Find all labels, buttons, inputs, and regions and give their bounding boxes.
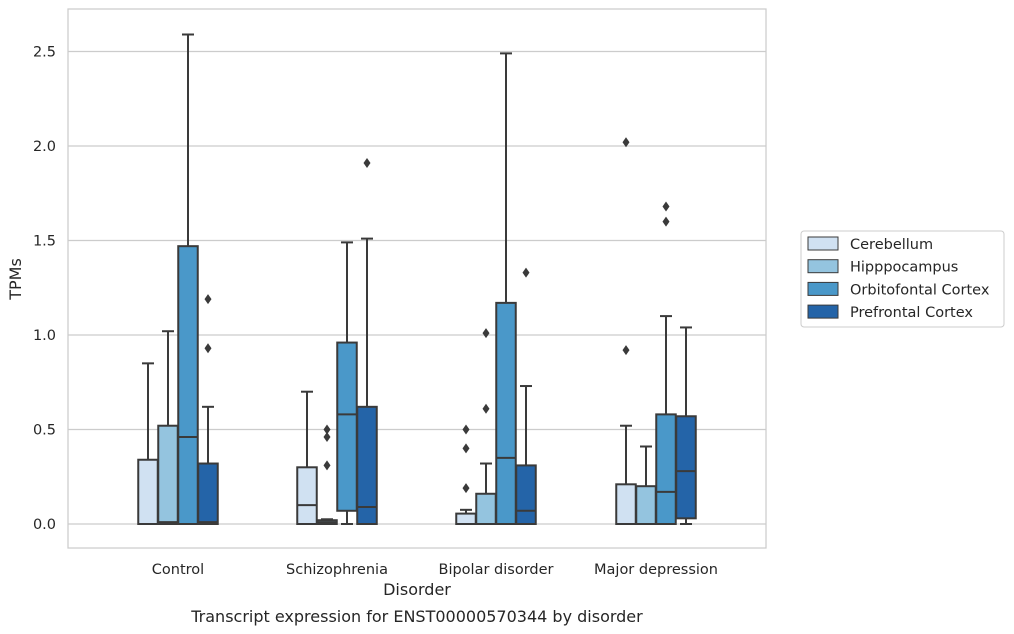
y-tick-label: 0.0 [33,517,56,533]
outlier-point [204,343,212,354]
box [137,458,159,525]
outlier-point [462,424,470,435]
y-axis-ticks: 0.0 0.5 1.0 1.5 2.0 2.5 [33,45,56,534]
outlier-point [323,460,331,471]
y-tick-label: 1.5 [33,234,56,250]
box [635,485,657,526]
box-group [495,52,517,525]
box-group [455,424,477,525]
x-tick-label: Control [152,562,204,578]
box [475,492,497,526]
box [675,415,697,520]
outlier-point [482,403,490,414]
outlier-point [522,267,530,278]
box [177,245,199,525]
box-group [316,424,338,525]
box-group [296,390,318,525]
outlier-point [662,216,670,227]
box [336,341,358,512]
series-cerebellum [137,137,637,525]
outlier-point [323,432,331,443]
box-group [197,294,219,525]
box [615,483,637,525]
box-group [356,158,378,526]
legend-swatch [807,236,839,251]
box-group [675,326,697,525]
legend-frame [800,230,1005,328]
legend-item: Hipppocampus [807,259,958,276]
legend-item: Orbitofontal Cortex [807,281,990,298]
outlier-point [204,294,212,305]
legend-swatch [807,281,839,296]
legend-label: Orbitofontal Cortex [850,282,990,298]
box-group [177,33,199,525]
series-prefrontal-cortex [197,158,697,526]
legend-item: Cerebellum [807,236,933,253]
box [455,512,477,525]
box-series [137,33,697,526]
x-axis-ticks: Control Schizophrenia Bipolar disorder Majo… [152,562,718,578]
x-tick-label: Bipolar disorder [439,562,554,578]
legend-label: Prefrontal Cortex [850,305,973,321]
box-group [157,330,179,525]
box [655,413,677,526]
series-hipppocampus [157,328,657,526]
legend-item: Prefrontal Cortex [807,304,973,321]
x-axis-label: Disorder [383,580,451,599]
box [515,464,537,526]
legend-items: Cerebellum Hipppocampus Orbitofontal Corte… [807,236,990,321]
chart-caption: Transcript expression for ENST0000057034… [190,607,643,626]
legend-label: Hipppocampus [850,260,958,276]
outlier-point [622,345,630,356]
outlier-point [323,424,331,435]
outlier-point [482,328,490,339]
y-tick-label: 0.5 [33,423,56,439]
y-axis-label: TPMs [6,258,25,301]
box [157,424,179,525]
box-group [635,445,657,526]
outlier-point [622,137,630,148]
x-tick-label: Schizophrenia [286,562,388,578]
box [356,405,378,526]
outlier-point [662,201,670,212]
box-group [336,241,358,525]
legend: Cerebellum Hipppocampus Orbitofontal Corte… [800,230,1005,328]
legend-swatch [807,259,839,274]
y-tick-label: 2.5 [33,45,56,61]
legend-swatch [807,304,839,319]
y-tick-label: 1.0 [33,328,56,344]
legend-label: Cerebellum [850,237,933,253]
series-orbitofontal-cortex [177,33,677,526]
box-group [655,201,677,526]
box [495,301,517,525]
x-tick-label: Major depression [594,562,718,578]
y-tick-label: 2.0 [33,139,56,155]
outlier-point [363,158,371,169]
box-group [615,137,637,525]
box-group [515,267,537,526]
outlier-point [462,443,470,454]
outlier-point [462,483,470,494]
box [296,466,318,525]
box [197,462,219,525]
